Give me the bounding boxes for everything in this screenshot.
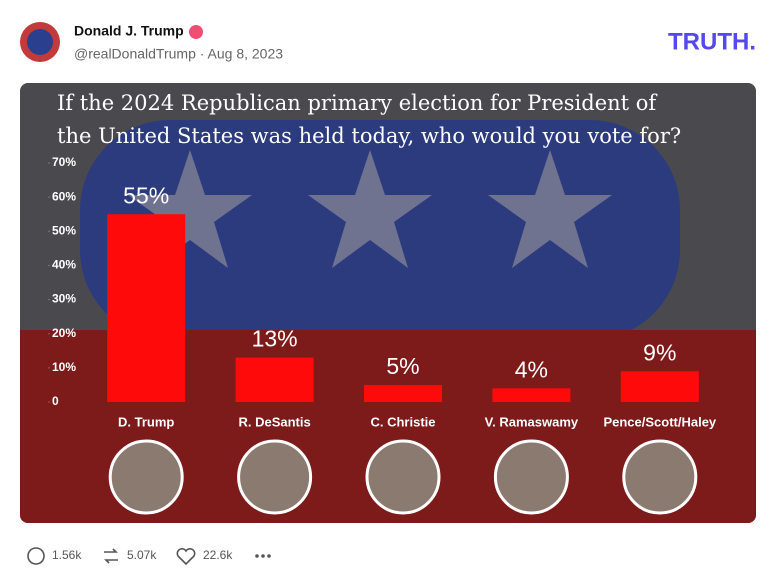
dot [261,554,265,558]
chart-title: If the 2024 Republican primary election … [57,91,681,148]
more-menu[interactable] [255,554,271,558]
title-line: the United States was held today, who wo… [57,124,681,148]
post-image: If the 2024 Republican primary election … [20,83,756,523]
candidate-photo [237,439,313,515]
star [308,150,432,268]
brand-logo[interactable]: TRUTH. [668,28,756,55]
reply-count: 1.56k [52,548,82,562]
candidate-photo [365,439,441,515]
y-tick-label: 40% [52,258,76,272]
title-line: If the 2024 Republican primary election … [57,91,658,115]
author[interactable]: Donald J. Trump [74,23,184,39]
bar [492,388,571,402]
y-tick-label: 70% [52,155,76,169]
value-label: 4% [515,356,548,382]
bar [620,371,699,402]
y-tick-label: 20% [52,326,76,340]
bar [364,384,442,402]
bar [235,357,314,402]
post-meta: @realDonaldTrump · Aug 8, 2023 [74,46,283,62]
x-tick-label: V. Ramaswamy [485,414,579,429]
verified-badge [189,25,203,39]
star [128,150,252,268]
x-tick-label: R. DeSantis [238,414,310,429]
candidate-photo [108,439,184,515]
x-tick-label: D. Trump [118,414,174,429]
like-icon[interactable] [176,547,196,566]
x-tick-label: Pence/Scott/Haley [603,414,716,429]
y-tick-label: 0 [52,394,59,408]
value-label: 9% [643,339,676,365]
value-label: 5% [386,353,419,379]
avatar-inner [27,29,53,55]
candidate-photo [622,439,698,515]
retruth-icon[interactable] [104,548,118,564]
bar [107,214,186,402]
dot [255,554,259,558]
retruth-count: 5.07k [127,548,157,562]
chart: If the 2024 Republican primary election … [48,91,717,515]
candidate-photo [493,439,569,515]
x-tick-label: C. Christie [370,414,435,429]
reply-icon[interactable] [27,547,45,565]
value-label: 13% [252,326,298,352]
value-label: 55% [123,182,169,208]
dot [267,554,271,558]
y-tick-label: 50% [52,223,76,237]
y-tick-label: 30% [52,292,76,306]
like-count: 22.6k [203,548,233,562]
y-tick-label: 60% [52,189,76,203]
star [488,150,612,268]
y-tick-label: 10% [52,360,76,374]
